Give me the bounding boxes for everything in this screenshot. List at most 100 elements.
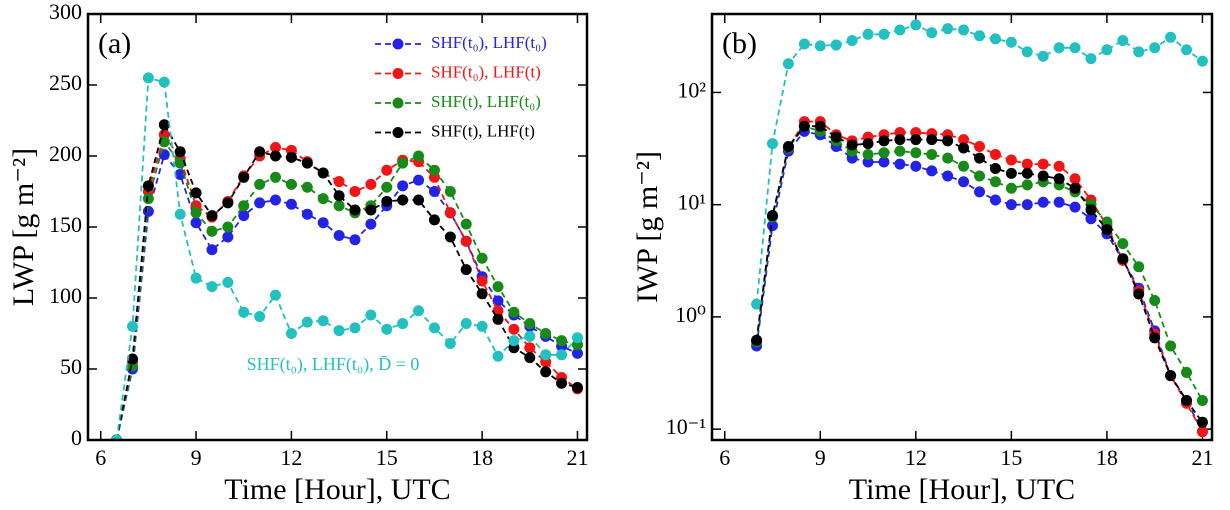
marker (1196, 426, 1208, 438)
legend-marker (392, 38, 404, 50)
marker (1021, 199, 1033, 211)
y-tick-label: 10² (677, 77, 706, 102)
marker (492, 350, 504, 362)
marker (270, 171, 282, 183)
marker (206, 225, 218, 237)
marker (1005, 182, 1017, 194)
marker (238, 171, 250, 183)
marker (814, 120, 826, 132)
marker (751, 334, 763, 346)
series-line (755, 125, 1204, 423)
marker (1037, 50, 1049, 62)
marker (1101, 224, 1113, 236)
y-tick-label: 10¹ (677, 190, 706, 215)
marker (460, 235, 472, 247)
marker (989, 163, 1001, 175)
legend-label: SHF(t), LHF(t₀) (431, 92, 541, 111)
marker (862, 156, 874, 168)
marker (508, 306, 520, 318)
marker (381, 195, 393, 207)
marker (958, 24, 970, 36)
x-tick-label: 6 (95, 445, 106, 470)
marker (1021, 167, 1033, 179)
marker (1053, 173, 1065, 185)
marker (878, 156, 890, 168)
marker (301, 208, 313, 220)
marker (1069, 42, 1081, 54)
x-tick-label: 9 (815, 445, 826, 470)
marker (333, 325, 345, 337)
marker (1181, 394, 1193, 406)
marker (333, 230, 345, 242)
marker (413, 174, 425, 186)
marker (301, 181, 313, 193)
marker (1005, 36, 1017, 48)
marker (174, 146, 186, 158)
axes-frame (86, 12, 589, 442)
y-tick-label: 250 (49, 70, 82, 95)
legend-label: SHF(t), LHF(t) (431, 121, 535, 140)
marker (254, 178, 266, 190)
series-line (115, 132, 579, 440)
marker (222, 221, 234, 233)
marker (1085, 213, 1097, 225)
marker (1165, 31, 1177, 43)
marker (206, 210, 218, 222)
marker (1085, 53, 1097, 65)
marker (444, 207, 456, 219)
marker (428, 214, 440, 226)
y-tick-label: 10⁰ (675, 302, 706, 327)
legend-label: SHF(t₀), LHF(t₀) (431, 33, 547, 52)
marker (349, 186, 361, 197)
marker (476, 288, 488, 300)
marker (556, 377, 568, 389)
marker (349, 322, 361, 334)
marker (910, 134, 922, 146)
marker (206, 281, 218, 293)
marker (524, 330, 536, 342)
marker (1021, 158, 1033, 170)
marker (142, 180, 154, 192)
marker (798, 120, 810, 132)
x-tick-label: 18 (1096, 445, 1118, 470)
marker (238, 210, 250, 222)
x-tick-label: 15 (1000, 445, 1022, 470)
marker (1196, 394, 1208, 406)
series-line (755, 120, 1204, 433)
marker (1149, 42, 1161, 54)
marker (190, 217, 202, 229)
marker (397, 318, 409, 330)
x-tick-label: 21 (566, 445, 588, 470)
legend-label: SHF(t₀), LHF(t) (431, 62, 541, 81)
marker (254, 146, 266, 158)
plot-area (111, 72, 583, 440)
marker (814, 40, 826, 52)
marker (767, 138, 779, 150)
marker (1037, 196, 1049, 208)
marker (174, 157, 186, 169)
marker (974, 186, 986, 198)
marker (782, 58, 794, 70)
marker (428, 322, 440, 334)
marker (1196, 55, 1208, 67)
marker (1069, 173, 1081, 185)
marker (317, 193, 329, 205)
marker (270, 141, 282, 153)
marker (1133, 288, 1145, 300)
marker (830, 131, 842, 143)
marker (444, 186, 456, 197)
marker (1053, 160, 1065, 172)
marker (894, 24, 906, 36)
marker (958, 134, 970, 146)
marker (926, 134, 938, 146)
marker (974, 170, 986, 182)
marker (428, 186, 440, 197)
marker (365, 309, 377, 321)
marker (349, 234, 361, 246)
marker (413, 194, 425, 206)
marker (524, 318, 536, 330)
marker (413, 305, 425, 317)
marker (1181, 366, 1193, 378)
y-tick-label: 150 (49, 212, 82, 237)
marker (333, 200, 345, 212)
